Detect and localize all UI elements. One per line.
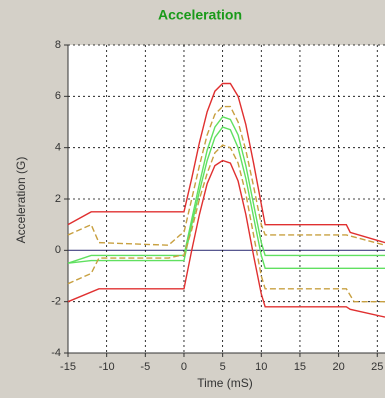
x-tick-label: -5 [140, 361, 150, 373]
y-tick-label: 4 [55, 142, 61, 154]
y-tick-label: 2 [55, 193, 61, 205]
x-axis-label: Time (mS) [197, 376, 253, 390]
y-tick-label: 6 [55, 90, 61, 102]
x-tick-label: -10 [99, 361, 115, 373]
y-tick-label: 8 [55, 39, 61, 51]
series-line [67, 159, 385, 318]
x-tick-label: 25 [371, 361, 383, 373]
x-tick-label: 5 [220, 361, 226, 373]
x-tick-label: 10 [255, 361, 267, 373]
x-tick-label: 15 [294, 361, 306, 373]
series-line [67, 144, 385, 303]
chart-title: Acceleration [158, 7, 242, 23]
y-tick-label: 0 [55, 244, 61, 256]
x-tick-label: 0 [181, 361, 187, 373]
x-tick-label: -15 [60, 361, 76, 373]
series-line [67, 82, 385, 244]
series-line [67, 105, 385, 246]
series-line [67, 116, 385, 264]
y-tick-label: -2 [51, 296, 61, 308]
x-tick-label: 20 [332, 361, 344, 373]
y-tick-label: -4 [51, 347, 61, 359]
y-axis-label: Acceleration (G) [14, 157, 28, 244]
plot-area [68, 45, 385, 353]
